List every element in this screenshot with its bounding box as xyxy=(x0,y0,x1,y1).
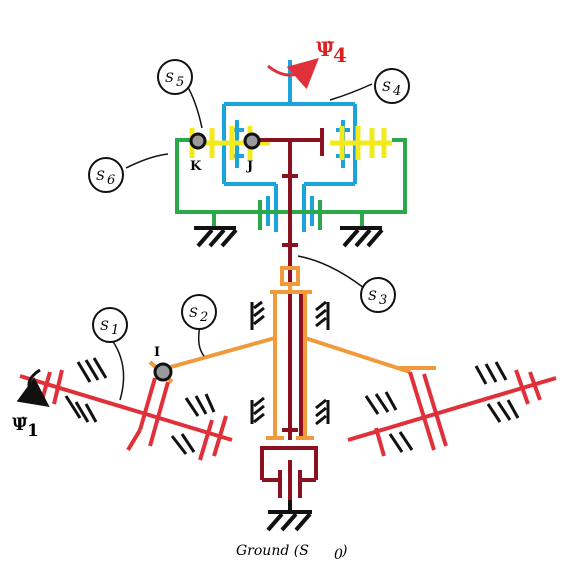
label-s6-sub: 6 xyxy=(107,173,115,188)
rotation-arrow-psi4 xyxy=(267,57,319,90)
gear-right xyxy=(347,369,557,457)
joint-j xyxy=(243,132,261,150)
gear-s1-left xyxy=(19,369,233,461)
label-s1: S xyxy=(100,319,109,334)
label-i: I xyxy=(154,345,160,360)
label-ground-sub: 0 xyxy=(334,547,343,563)
label-s1-sub: 1 xyxy=(111,323,119,338)
label-k: K xyxy=(190,159,202,174)
ground-top-left xyxy=(194,226,238,248)
label-circle-s4: S 4 xyxy=(374,68,410,104)
ground-top-right xyxy=(340,226,384,248)
label-ground: Ground (S xyxy=(236,543,309,559)
joint-i xyxy=(153,362,173,382)
label-circle-s3: S 3 xyxy=(360,277,396,313)
label-ground-close: ) xyxy=(341,543,347,559)
label-s6: S xyxy=(96,169,105,184)
label-s2: S xyxy=(189,306,198,321)
label-circle-s2: S 2 xyxy=(181,294,217,330)
bearings-right xyxy=(364,361,520,453)
label-psi1: Ψ̇ xyxy=(12,415,28,435)
bearings-center xyxy=(250,300,330,426)
rotation-arrow-psi1 xyxy=(16,368,50,408)
label-psi4: Ψ̇ xyxy=(316,37,335,61)
label-j: J xyxy=(246,159,253,174)
label-s4-sub: 4 xyxy=(392,84,401,99)
label-psi1-sub: 1 xyxy=(27,421,39,441)
label-s5: S xyxy=(165,71,174,86)
label-leaders xyxy=(111,83,373,401)
label-s3: S xyxy=(368,289,377,304)
label-s5-sub: 5 xyxy=(176,75,184,90)
label-circle-s5: S 5 xyxy=(157,59,193,95)
label-circle-s6: S 6 xyxy=(88,157,124,193)
bearings-left xyxy=(64,357,216,455)
label-s3-sub: 3 xyxy=(379,293,387,308)
label-psi4-sub: 4 xyxy=(333,43,347,67)
carrier-s2 xyxy=(148,266,436,440)
ground-bottom xyxy=(266,500,312,532)
label-circle-s1: S 1 xyxy=(92,307,128,343)
joint-k xyxy=(189,132,207,150)
shaft-s3 xyxy=(252,128,324,500)
label-s2-sub: 2 xyxy=(199,310,208,325)
label-s4: S xyxy=(382,80,391,95)
